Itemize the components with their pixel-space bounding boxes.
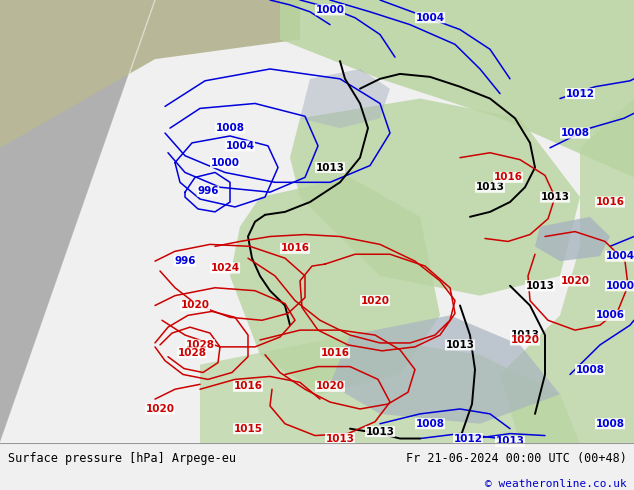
Text: 1020: 1020 xyxy=(361,295,389,306)
Text: 1000: 1000 xyxy=(210,158,240,168)
Text: 1016: 1016 xyxy=(233,381,262,392)
Text: 1015: 1015 xyxy=(233,424,262,434)
Text: 1013: 1013 xyxy=(325,434,354,443)
Text: 1000: 1000 xyxy=(316,5,344,15)
Text: 1004: 1004 xyxy=(605,251,634,261)
Polygon shape xyxy=(300,69,390,128)
Polygon shape xyxy=(500,98,634,443)
Text: Fr 21-06-2024 00:00 UTC (00+48): Fr 21-06-2024 00:00 UTC (00+48) xyxy=(406,452,626,465)
Text: 1020: 1020 xyxy=(560,276,590,286)
Polygon shape xyxy=(290,98,580,295)
Text: 1013: 1013 xyxy=(446,340,474,350)
Polygon shape xyxy=(230,177,440,394)
Text: 1013: 1013 xyxy=(316,163,344,172)
Text: 1000: 1000 xyxy=(605,281,634,291)
Text: 1020: 1020 xyxy=(145,404,174,414)
Polygon shape xyxy=(535,217,610,261)
Text: 1016: 1016 xyxy=(321,348,349,358)
Text: 1016: 1016 xyxy=(595,197,624,207)
Text: 996: 996 xyxy=(197,186,219,196)
Text: 1020: 1020 xyxy=(316,381,344,392)
Text: 1012: 1012 xyxy=(566,89,595,98)
Text: 1016: 1016 xyxy=(493,172,522,182)
Text: 1013: 1013 xyxy=(365,427,394,437)
Polygon shape xyxy=(0,0,634,443)
Text: 1008: 1008 xyxy=(216,123,245,133)
Text: 1008: 1008 xyxy=(560,128,590,138)
Text: 1013: 1013 xyxy=(476,182,505,192)
Text: Surface pressure [hPa] Arpege-eu: Surface pressure [hPa] Arpege-eu xyxy=(8,452,236,465)
Text: 1013: 1013 xyxy=(510,330,540,340)
Text: 1004: 1004 xyxy=(415,13,444,23)
Text: 1008: 1008 xyxy=(595,419,624,429)
Text: 1013: 1013 xyxy=(526,281,555,291)
Text: 1008: 1008 xyxy=(576,365,604,374)
Text: 1008: 1008 xyxy=(415,419,444,429)
Polygon shape xyxy=(0,0,155,443)
Text: 1004: 1004 xyxy=(226,141,255,151)
Text: 1028: 1028 xyxy=(186,340,214,350)
Text: 1016: 1016 xyxy=(280,244,309,253)
Text: 1006: 1006 xyxy=(595,310,624,320)
Text: 996: 996 xyxy=(174,256,196,266)
Text: 1012: 1012 xyxy=(453,434,482,443)
Text: 1020: 1020 xyxy=(510,335,540,345)
Text: 1024: 1024 xyxy=(210,263,240,273)
Text: 1013: 1013 xyxy=(541,192,569,202)
Polygon shape xyxy=(200,335,580,443)
Text: 1013: 1013 xyxy=(496,437,524,446)
Text: 1020: 1020 xyxy=(181,300,209,311)
Polygon shape xyxy=(280,0,634,177)
Text: © weatheronline.co.uk: © weatheronline.co.uk xyxy=(484,479,626,490)
Text: 1028: 1028 xyxy=(178,348,207,358)
Polygon shape xyxy=(330,316,560,424)
Polygon shape xyxy=(0,0,300,148)
